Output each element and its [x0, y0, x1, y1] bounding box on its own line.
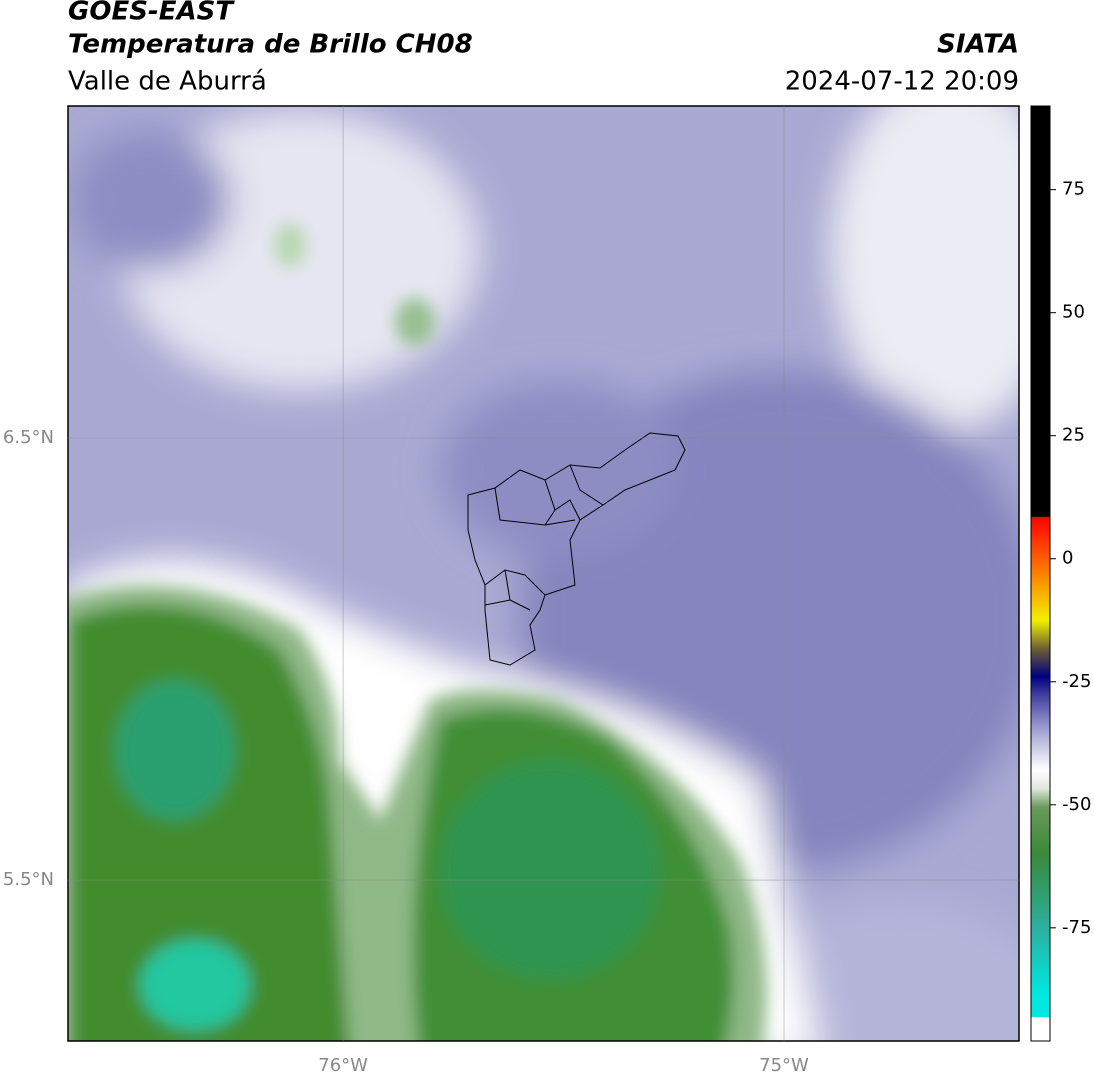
colorbar-tick-label: 50: [1062, 302, 1085, 323]
region: Valle de Aburrá: [68, 67, 267, 97]
y-tick-label: 5.5°N: [3, 869, 54, 890]
basin-outline: [467, 432, 686, 666]
subtitle: Temperatura de Brillo CH08: [68, 30, 473, 60]
title: GOES-EAST: [68, 0, 235, 27]
colorbar-tick-label: -25: [1062, 671, 1091, 692]
colorbar-tick-label: -50: [1062, 794, 1091, 815]
datetime: 2024-07-12 20:09: [785, 67, 1019, 97]
map-frame: [67, 105, 1020, 1042]
colorbar-tick-label: 0: [1062, 548, 1073, 569]
x-tick-label: 76°W: [318, 1055, 368, 1076]
colorbar-tick-label: -75: [1062, 917, 1091, 938]
source: SIATA: [937, 30, 1019, 60]
colorbar-tick-label: 25: [1062, 425, 1085, 446]
x-tick-label: 75°W: [759, 1055, 809, 1076]
y-tick-label: 6.5°N: [3, 427, 54, 448]
colorbar: [1030, 105, 1051, 1042]
colorbar-tick-label: 75: [1062, 179, 1085, 200]
satellite-image: [68, 106, 1019, 1041]
